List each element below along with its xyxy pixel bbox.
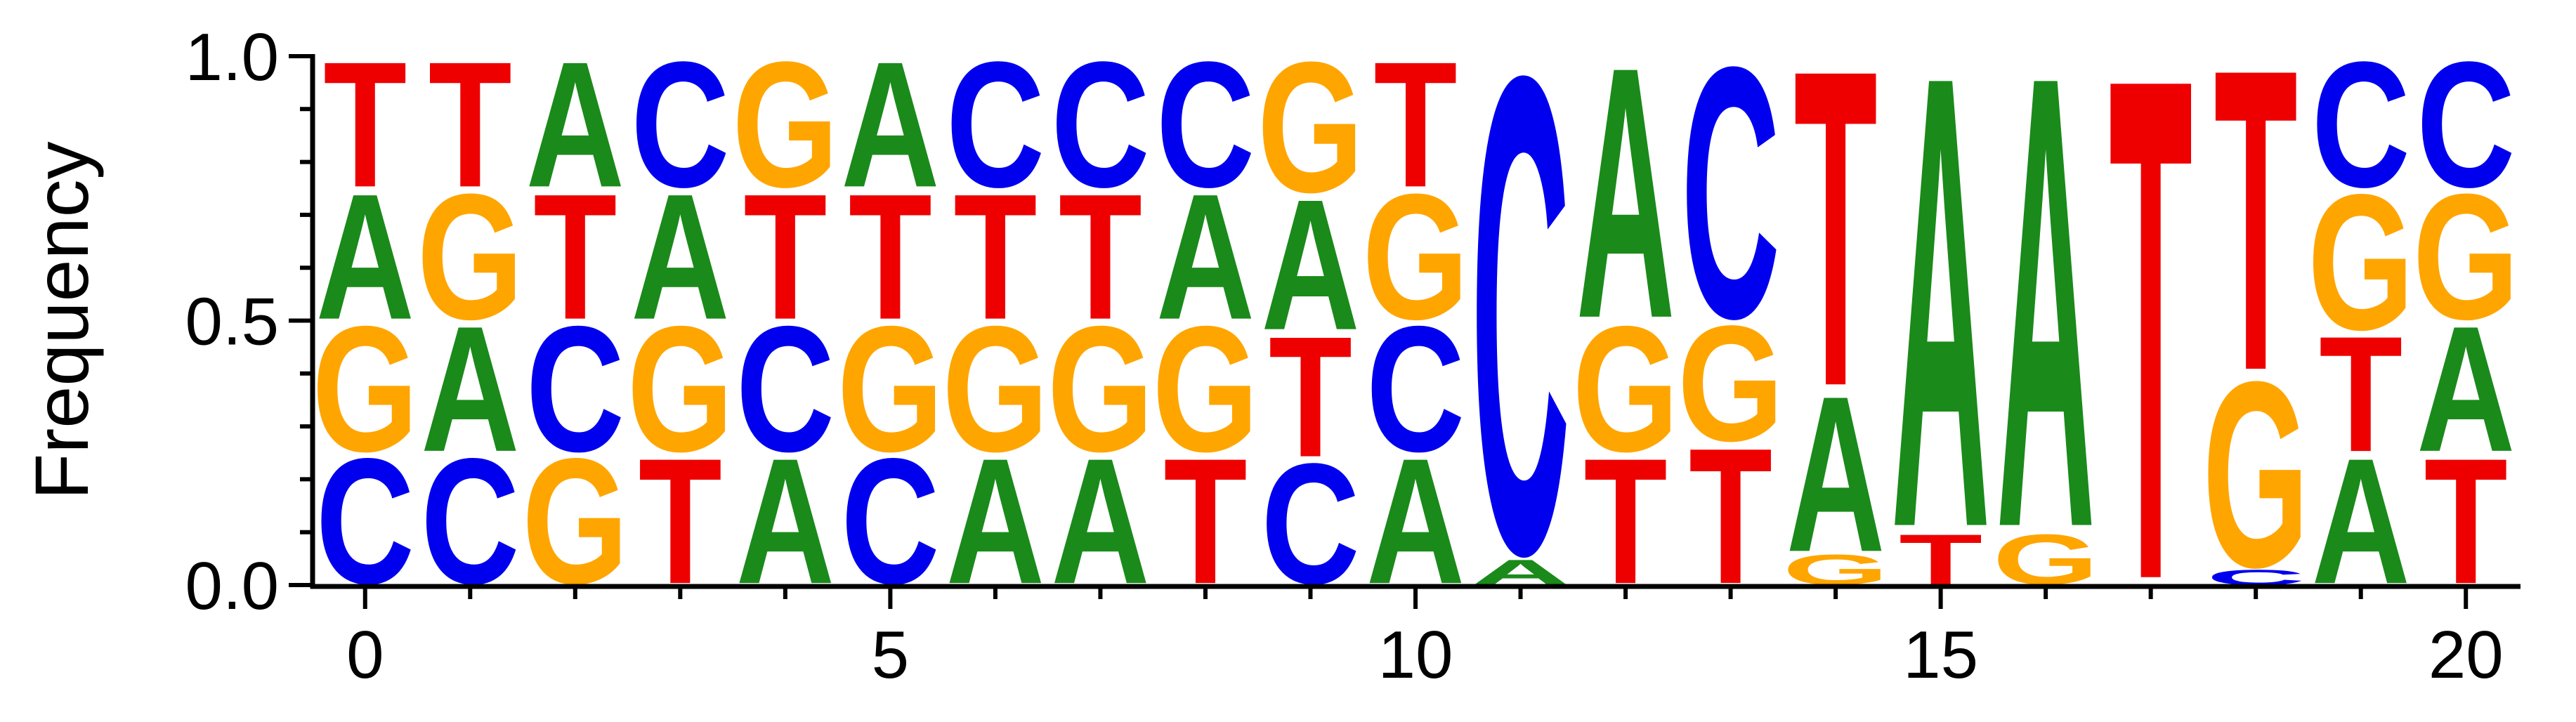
logo-letter-T-pos-17: T [2109, 0, 2192, 722]
logo-letter-A-pos-16: A [1996, 0, 2096, 662]
axes: 0.0 0.5 1.0 0 5 10 15 20 [185, 20, 2521, 693]
logo-letter-G-pos-10: G [1362, 157, 1468, 357]
logo-letter-G-pos-7: G [1047, 290, 1153, 490]
logo-letter-G-pos-12: G [1572, 290, 1678, 490]
logo-letter-G-pos-5: G [837, 290, 943, 490]
logo-letter-A-pos-0: A [315, 157, 414, 357]
x-tick-label: 0 [346, 617, 384, 693]
logo-letter-A-pos-9: A [1261, 161, 1360, 369]
logo-letter-T-pos-4: T [743, 157, 827, 357]
logo-letter-A-pos-2: A [526, 25, 625, 225]
logo-letter-G-pos-18: G [2202, 326, 2308, 622]
logo-letter-C-pos-3: C [631, 25, 730, 225]
logo-letter-G-pos-9: G [1257, 23, 1364, 232]
logo-letter-C-pos-6: C [946, 25, 1045, 225]
x-tick-label: 20 [2428, 617, 2504, 693]
logo-letter-G-pos-19: G [2308, 154, 2414, 370]
logo-letter-T-pos-14: T [1794, 0, 1878, 480]
logo-letter-C-pos-10: C [1366, 290, 1465, 490]
logo-letter-C-pos-19: C [2311, 25, 2410, 225]
logo-letter-T-pos-5: T [849, 157, 932, 357]
logo-letter-G-pos-4: G [732, 25, 838, 225]
logo-letter-G-pos-8: G [1152, 290, 1258, 490]
logo-letter-G-pos-3: G [627, 290, 733, 490]
y-axis-title: Frequency [19, 141, 104, 499]
logo-letter-C-pos-2: C [526, 290, 625, 490]
logo-letter-C-pos-11: C [1471, 0, 1570, 696]
y-tick-label: 0.0 [185, 549, 279, 624]
x-tick-label: 10 [1378, 617, 1453, 693]
logo-letter-C-pos-8: C [1156, 25, 1255, 225]
logo-letter-A-pos-20: A [2417, 290, 2516, 490]
logo-letter-T-pos-10: T [1374, 25, 1458, 225]
logo-letter-G-pos-20: G [2413, 157, 2519, 357]
logo-letter-A-pos-1: A [421, 290, 520, 490]
logo-letter-C-pos-13: C [1681, 0, 1780, 393]
logo-letter-T-pos-18: T [2214, 0, 2298, 461]
logo-letter-A-pos-8: A [1156, 157, 1255, 357]
logo-letter-C-pos-4: C [736, 290, 835, 490]
logo-letter-G-pos-6: G [942, 290, 1048, 490]
y-tick-label: 0.5 [185, 284, 279, 360]
y-tick-label: 1.0 [185, 20, 279, 95]
logo-letter-A-pos-5: A [841, 25, 940, 225]
x-tick-label: 5 [872, 617, 909, 693]
logo-letter-T-pos-2: T [533, 157, 617, 357]
logo-letter-T-pos-19: T [2319, 302, 2402, 486]
logo-letter-A-pos-14: A [1786, 350, 1885, 598]
logo-letter-T-pos-9: T [1269, 301, 1352, 493]
logo-letter-T-pos-7: T [1059, 157, 1142, 357]
logo-letter-C-pos-20: C [2417, 25, 2516, 225]
logo-letter-T-pos-1: T [429, 25, 512, 225]
y-ticks: 0.0 0.5 1.0 [185, 20, 313, 624]
logo-letter-A-pos-12: A [1576, 0, 1675, 393]
logo-letter-T-pos-6: T [953, 157, 1037, 357]
logo-letter-A-pos-15: A [1891, 0, 1990, 662]
x-tick-label: 15 [1903, 617, 1978, 693]
logo-letter-C-pos-7: C [1051, 25, 1150, 225]
x-ticks: 0 5 10 15 20 [346, 586, 2504, 693]
logo-letter-A-pos-3: A [631, 157, 730, 357]
logo-letter-G-pos-0: G [312, 290, 418, 490]
logo-letter-G-pos-13: G [1678, 291, 1784, 475]
logo-letters: CGATCAGTGCTATGACACTGCGTAAGTCAGTCTGACCTAG… [312, 0, 2519, 722]
logo-letter-T-pos-0: T [323, 25, 407, 225]
logo-letter-G-pos-1: G [417, 157, 523, 357]
